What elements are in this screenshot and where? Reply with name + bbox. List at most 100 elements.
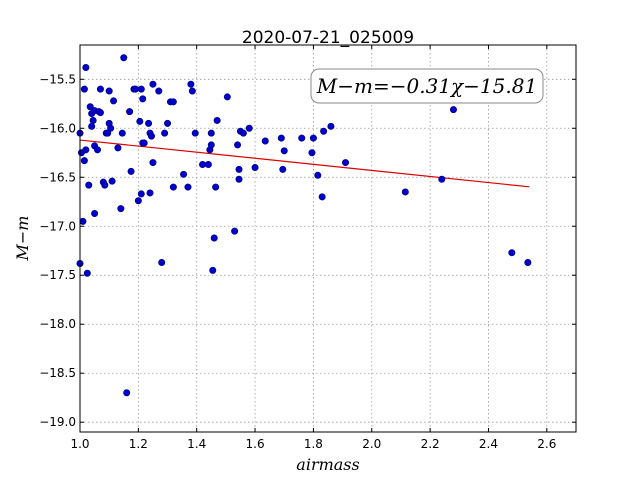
data-point bbox=[136, 117, 144, 125]
data-point bbox=[147, 132, 155, 140]
data-point bbox=[261, 137, 269, 145]
y-tick-label: −18.0 bbox=[39, 317, 76, 331]
data-point bbox=[320, 127, 328, 135]
data-point bbox=[318, 193, 326, 201]
data-point bbox=[309, 134, 317, 142]
y-tick-label: −17.5 bbox=[39, 268, 76, 282]
data-point bbox=[85, 181, 93, 189]
data-point bbox=[137, 190, 145, 198]
data-point bbox=[137, 85, 145, 93]
data-point bbox=[145, 119, 153, 127]
data-point bbox=[139, 95, 147, 103]
data-point bbox=[120, 54, 128, 62]
fit-line-group bbox=[79, 139, 530, 188]
data-point bbox=[96, 85, 104, 93]
data-point bbox=[131, 85, 139, 93]
data-point bbox=[207, 141, 215, 149]
annotation-box bbox=[310, 68, 544, 104]
data-point bbox=[212, 183, 220, 191]
data-point bbox=[187, 80, 195, 88]
fit-line bbox=[79, 139, 530, 188]
data-point bbox=[127, 167, 135, 175]
data-point bbox=[184, 183, 192, 191]
y-tick-label: −17.0 bbox=[39, 219, 76, 233]
data-point bbox=[314, 171, 322, 179]
x-tick-label: 2.6 bbox=[537, 437, 556, 451]
y-tick-label: −16.0 bbox=[39, 121, 76, 135]
data-point bbox=[149, 80, 157, 88]
y-axis-label: M−m bbox=[13, 216, 32, 262]
data-point bbox=[210, 234, 218, 242]
data-point bbox=[234, 141, 242, 149]
data-point bbox=[204, 161, 212, 169]
data-point bbox=[280, 147, 288, 155]
data-point bbox=[123, 389, 131, 397]
data-point bbox=[308, 149, 316, 157]
data-point bbox=[86, 103, 94, 111]
data-point bbox=[251, 163, 259, 171]
data-point bbox=[239, 129, 247, 137]
data-point bbox=[524, 259, 532, 267]
data-point bbox=[169, 98, 177, 106]
chart-title: 2020-07-21_025009 bbox=[242, 28, 414, 48]
data-point bbox=[161, 129, 169, 137]
data-point bbox=[231, 227, 239, 235]
data-point bbox=[449, 106, 457, 114]
y-tick-label: −18.5 bbox=[39, 366, 76, 380]
data-point bbox=[169, 183, 177, 191]
data-point bbox=[96, 109, 104, 117]
data-point bbox=[245, 124, 253, 132]
data-point bbox=[105, 87, 113, 95]
x-tick-label: 2.0 bbox=[362, 437, 381, 451]
data-point bbox=[207, 129, 215, 137]
data-point bbox=[94, 146, 102, 154]
data-point bbox=[108, 177, 116, 185]
data-point bbox=[126, 108, 134, 116]
data-point bbox=[80, 157, 88, 165]
data-point bbox=[223, 93, 231, 101]
data-point bbox=[438, 175, 446, 183]
x-tick-label: 2.4 bbox=[479, 437, 498, 451]
data-point bbox=[82, 64, 90, 72]
x-tick-label: 1.2 bbox=[129, 437, 148, 451]
plot-frame bbox=[79, 44, 577, 433]
data-point bbox=[155, 87, 163, 95]
data-point bbox=[327, 122, 335, 130]
data-point bbox=[342, 159, 350, 167]
y-tick-label: −15.5 bbox=[39, 72, 76, 86]
equation-annotation: M−m=−0.31χ−15.81 bbox=[310, 68, 544, 104]
data-point bbox=[83, 269, 91, 277]
data-point bbox=[209, 266, 217, 274]
data-point bbox=[401, 188, 409, 196]
y-tick-label: −16.5 bbox=[39, 170, 76, 184]
data-point bbox=[118, 129, 126, 137]
x-tick-label: 1.4 bbox=[187, 437, 206, 451]
data-point bbox=[140, 139, 148, 147]
data-point bbox=[191, 129, 199, 137]
data-points bbox=[76, 54, 532, 397]
data-point bbox=[235, 175, 243, 183]
data-point bbox=[279, 165, 287, 173]
x-tick-label: 1.8 bbox=[304, 437, 323, 451]
data-point bbox=[180, 170, 188, 178]
data-point bbox=[298, 134, 306, 142]
y-tick-label: −19.0 bbox=[39, 415, 76, 429]
data-point bbox=[110, 97, 118, 105]
data-point bbox=[82, 146, 90, 154]
data-point bbox=[117, 205, 125, 213]
data-point bbox=[91, 210, 99, 218]
data-point bbox=[107, 124, 115, 132]
data-point bbox=[158, 259, 166, 267]
data-point bbox=[199, 161, 207, 169]
data-point bbox=[213, 116, 221, 124]
data-point bbox=[89, 116, 97, 124]
data-point bbox=[149, 159, 157, 167]
data-point bbox=[235, 165, 243, 173]
x-tick-label: 1.0 bbox=[70, 437, 89, 451]
data-point bbox=[79, 217, 87, 225]
data-point bbox=[146, 189, 154, 197]
data-point bbox=[277, 134, 285, 142]
data-point bbox=[101, 181, 109, 189]
x-axis-label: airmass bbox=[296, 455, 359, 474]
data-point bbox=[508, 249, 516, 257]
